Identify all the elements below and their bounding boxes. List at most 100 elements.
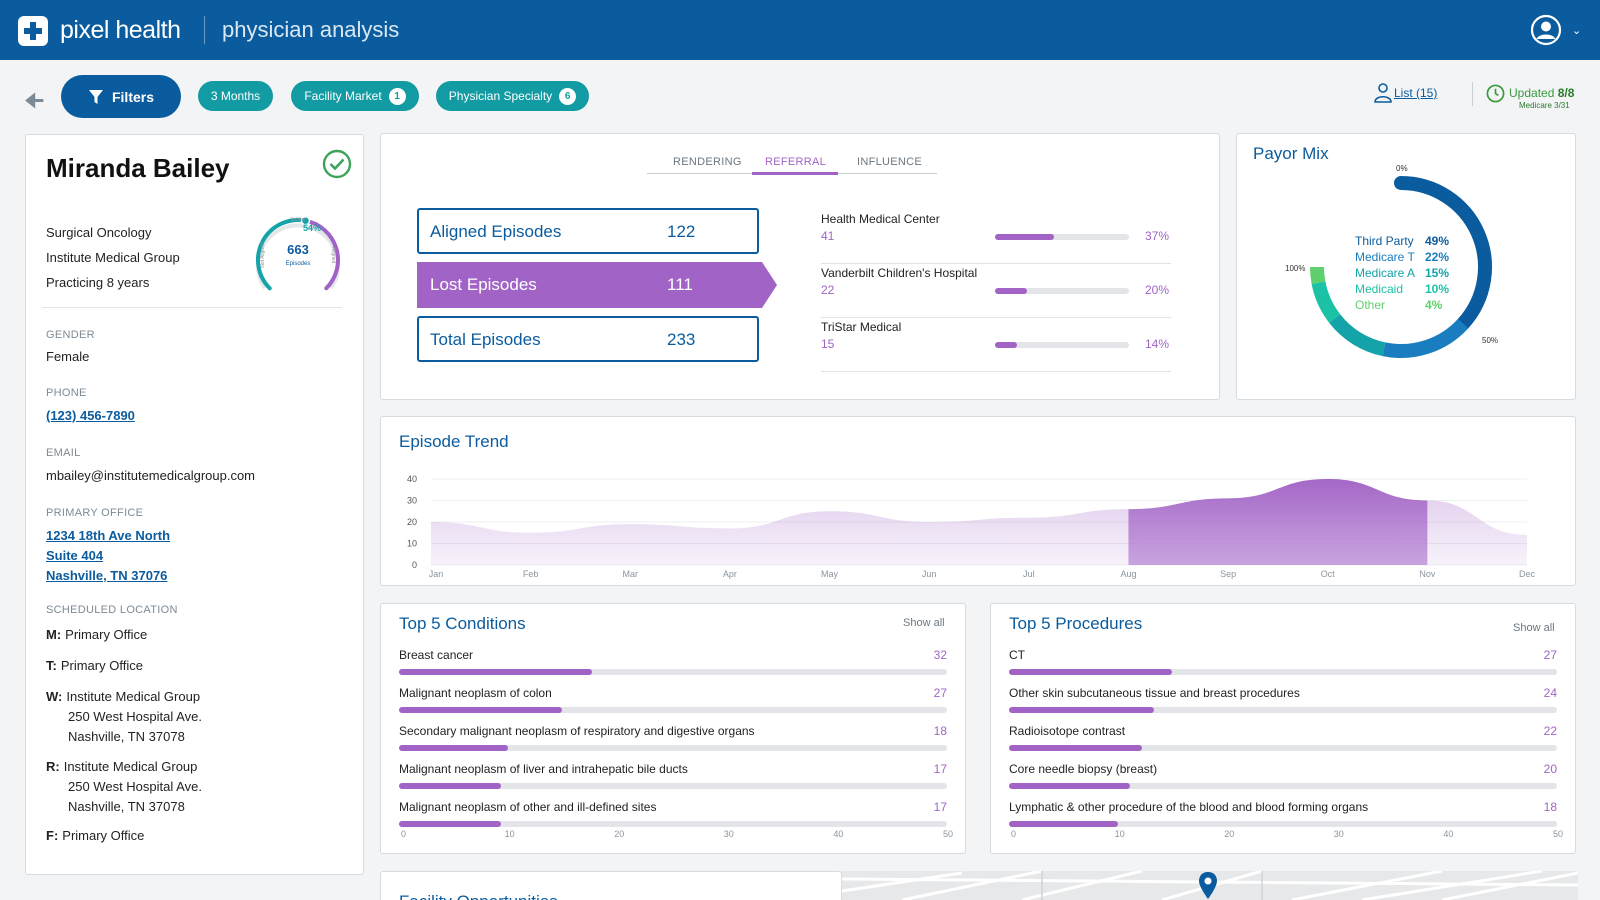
procedure-label: Other skin subcutaneous tissue and breas… (1009, 686, 1300, 700)
gender-value: Female (46, 349, 90, 364)
x-tick-label: Apr (723, 569, 737, 579)
schedule-location: Primary Office (65, 627, 148, 642)
filters-button[interactable]: Filters (61, 75, 181, 118)
pixel-health-logo-icon (18, 16, 48, 46)
ring-label-100: 100% (1285, 264, 1306, 273)
schedule-day: T: (46, 658, 57, 673)
hospital-row[interactable]: Health Medical Center 41 37% (821, 212, 1171, 264)
payor-slice[interactable] (1394, 176, 1492, 331)
payor-legend-value: 15% (1425, 266, 1450, 280)
header-divider (1472, 82, 1473, 106)
filter-count-badge: 1 (388, 87, 406, 105)
office-address-line1[interactable]: 1234 18th Ave North (46, 528, 171, 543)
conditions-show-all-link[interactable]: Show all (903, 617, 945, 629)
map-pin-icon[interactable] (1198, 871, 1218, 900)
physician-name: Miranda Bailey (46, 153, 230, 183)
episode-trend-title: Episode Trend (399, 432, 509, 451)
schedule-friday: F: Primary Office (46, 826, 144, 846)
ring-label-0: 0% (1396, 164, 1408, 173)
back-arrow-icon[interactable]: 🠈 (24, 88, 45, 113)
schedule-day: M: (46, 627, 62, 642)
filter-pill-label: 3 Months (210, 89, 261, 103)
referral-tabs: RENDERING REFERRAL INFLUENCE (647, 154, 937, 175)
lost-episodes-value: 111 (667, 275, 693, 294)
filter-pill-label: Physician Specialty (448, 89, 553, 103)
user-menu[interactable]: ⌄ (1530, 14, 1590, 46)
episode-trend-chart: 0 10 20 30 40 Jan Feb Mar Apr May Jun Jul Aug Sep Oct N… (407, 474, 1536, 579)
axis-tick-label: 10 (504, 829, 515, 839)
hospital-row[interactable]: TriStar Medical 15 14% (821, 320, 1171, 372)
hospital-bar-fill (995, 234, 1054, 240)
payor-mix-card: Payor Mix 0% 100% 50% Third Party 49% Me… (1236, 133, 1576, 400)
gender-label: GENDER (46, 329, 95, 341)
episode-trend-card: Episode Trend 0 10 20 30 40 Jan Feb Mar Apr May Ju… (380, 416, 1576, 586)
x-tick-label: Jun (922, 569, 937, 579)
trend-highlight-area[interactable] (431, 479, 1527, 565)
tab-rendering[interactable]: RENDERING (673, 156, 742, 168)
primary-office-label: PRIMARY OFFICE (46, 507, 144, 519)
tab-referral[interactable]: REFERRAL (765, 156, 827, 168)
physician-list-link[interactable]: List (15) (1394, 86, 1438, 100)
condition-bar-fill (399, 707, 562, 713)
axis-tick-label: 0 (401, 829, 407, 839)
filter-pill-facility-market[interactable]: Facility Market 1 (291, 81, 419, 111)
procedure-bar-track (1009, 707, 1557, 713)
top-conditions-card: Top 5 Conditions Show all Breast cancer 3… (380, 603, 966, 854)
office-address-line3[interactable]: Nashville, TN 37076 (46, 568, 168, 583)
filter-pill-period[interactable]: 3 Months (198, 81, 273, 111)
schedule-address-line: 250 West Hospital Ave. (68, 779, 202, 794)
user-avatar-icon (1530, 14, 1562, 46)
facility-opportunities-title: Facility Opportunities (399, 892, 558, 900)
hospital-count: 22 (821, 283, 835, 297)
referral-card: RENDERING REFERRAL INFLUENCE Aligned Epi… (380, 133, 1220, 400)
office-address-line2[interactable]: Suite 404 (46, 548, 104, 563)
payor-slice[interactable] (1311, 281, 1341, 323)
payor-slice[interactable] (1382, 318, 1469, 358)
facility-map[interactable] (842, 871, 1578, 900)
procedure-bar-fill (1009, 707, 1154, 713)
procedures-show-all-link[interactable]: Show all (1513, 622, 1555, 634)
hospital-bar-track (995, 234, 1129, 240)
aligned-episodes-box[interactable]: Aligned Episodes 122 (417, 208, 759, 254)
procedure-value: 20 (1543, 762, 1557, 776)
condition-label: Malignant neoplasm of liver and intrahep… (399, 762, 688, 776)
x-tick-label: Oct (1321, 569, 1336, 579)
aligned-episodes-value: 122 (667, 222, 696, 241)
top-procedures-card: Top 5 Procedures Show all CT 27 Other skin… (990, 603, 1576, 854)
axis-tick-label: 40 (1443, 829, 1454, 839)
gauge-total: 663 (287, 242, 309, 257)
axis-tick-label: 40 (833, 829, 844, 839)
gauge-top-label: Splitter (290, 217, 306, 223)
total-episodes-box[interactable]: Total Episodes 233 (417, 316, 759, 362)
physician-specialty: Surgical Oncology (46, 225, 152, 240)
condition-value: 27 (933, 686, 947, 700)
payor-mix-title: Payor Mix (1253, 144, 1329, 163)
axis-tick-label: 30 (1333, 829, 1344, 839)
gauge-total-label: Episodes (286, 261, 311, 267)
filter-pill-label: Facility Market (304, 89, 382, 103)
physician-tenure: Practicing 8 years (46, 275, 150, 290)
procedure-label: Lymphatic & other procedure of the blood… (1009, 800, 1369, 814)
tab-influence[interactable]: INFLUENCE (857, 156, 923, 168)
payor-legend-value: 49% (1425, 234, 1450, 248)
hospital-row[interactable]: Vanderbilt Children's Hospital 22 20% (821, 266, 1171, 318)
payor-legend-name: Medicare T (1355, 250, 1415, 264)
lost-episodes-box[interactable]: Lost Episodes 111 (417, 262, 777, 308)
x-tick-label: Mar (623, 569, 639, 579)
y-tick-label: 20 (407, 517, 417, 527)
brand-name: pixel health (60, 16, 181, 44)
procedure-bar-track (1009, 821, 1557, 827)
payor-slice[interactable] (1310, 266, 1326, 285)
schedule-thursday: R: Institute Medical Group 250 West Hospi… (46, 757, 202, 817)
gauge-left-label: Not Aligned (260, 242, 266, 268)
phone-link[interactable]: (123) 456-7890 (46, 408, 135, 423)
filter-pill-physician-specialty[interactable]: Physician Specialty 6 (436, 81, 589, 111)
payor-slice[interactable] (1329, 313, 1386, 357)
y-tick-label: 10 (407, 539, 417, 549)
condition-bar-fill (399, 669, 592, 675)
schedule-location: Primary Office (60, 658, 143, 673)
scheduled-location-label: SCHEDULED LOCATION (46, 604, 178, 616)
x-tick-label: Aug (1120, 569, 1136, 579)
hospital-percent: 37% (1145, 229, 1170, 243)
procedure-label: Core needle biopsy (breast) (1009, 762, 1158, 776)
